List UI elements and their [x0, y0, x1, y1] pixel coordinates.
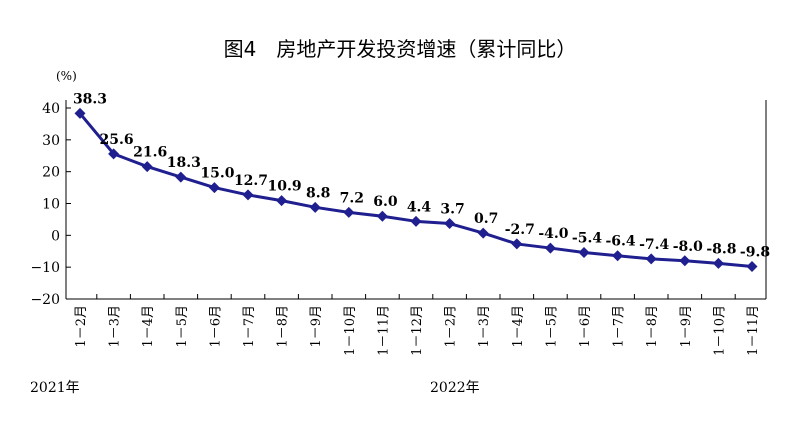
data-point: [511, 238, 523, 250]
data-label: 18.3: [167, 155, 201, 171]
x-tick-label: 1－10月: [712, 305, 727, 356]
x-tick-label: 1－6月: [208, 305, 223, 348]
data-point: [108, 148, 120, 160]
x-tick-label: 1－4月: [141, 305, 156, 348]
year-label-2022: 2022年: [430, 380, 480, 396]
data-point: [242, 189, 254, 201]
y-axis-unit: (%): [56, 69, 77, 83]
data-label: 15.0: [200, 166, 234, 182]
data-point: [544, 242, 556, 254]
data-label: 21.6: [133, 145, 167, 161]
x-tick-label: 1－8月: [645, 305, 660, 348]
data-label: -2.7: [505, 222, 535, 238]
x-tick-label: 1－3月: [477, 305, 492, 348]
year-label-2021: 2021年: [30, 380, 80, 396]
x-tick-label: 1－7月: [242, 305, 257, 348]
data-point: [410, 215, 422, 227]
data-label: -8.8: [706, 241, 736, 257]
y-tick-label: 30: [42, 133, 60, 149]
x-tick-label: 1－11月: [746, 305, 761, 356]
x-tick-label: 1－10月: [343, 305, 358, 356]
series-line: [74, 107, 758, 273]
y-tick-label: 20: [42, 165, 60, 181]
data-label: -4.0: [538, 226, 568, 242]
x-tick-label: 1－9月: [309, 305, 324, 348]
data-label: 4.4: [407, 199, 432, 215]
data-label: 10.9: [268, 179, 302, 195]
data-label: 25.6: [100, 132, 134, 148]
data-label: 38.3: [73, 91, 107, 107]
x-tick-label: 1－7月: [612, 305, 627, 348]
data-label: -9.8: [740, 245, 770, 261]
data-point: [376, 210, 388, 222]
x-tick-label: 1－11月: [376, 305, 391, 356]
data-point: [679, 255, 691, 267]
x-tick-label: 1－3月: [108, 305, 123, 348]
x-tick-label: 1－2月: [74, 305, 89, 348]
x-tick-label: 1－4月: [511, 305, 526, 348]
data-label: 12.7: [234, 173, 268, 189]
data-label: 0.7: [474, 211, 498, 227]
x-tick-label: 1－5月: [175, 305, 190, 348]
data-point: [208, 182, 220, 194]
data-label: -6.4: [606, 234, 636, 250]
x-tick-label: 1－9月: [679, 305, 694, 348]
data-point: [712, 257, 724, 269]
data-point: [645, 253, 657, 265]
data-point: [276, 195, 288, 207]
axes: 40 30 20 10 0 −10 −20 1－2月 1－3月 1－4月 1－5月 1－6月 1－7月 1…: [30, 100, 767, 396]
data-label: -8.0: [673, 239, 703, 255]
data-point: [612, 250, 624, 262]
data-point: [444, 218, 456, 230]
data-point: [578, 247, 590, 259]
y-tick-label: 40: [42, 101, 60, 117]
data-label: 6.0: [373, 194, 398, 210]
x-tick-label: 1－2月: [444, 305, 459, 348]
x-tick-label: 1－6月: [578, 305, 593, 348]
data-label: 8.8: [306, 185, 330, 201]
y-tick-label: −10: [30, 260, 60, 276]
data-point: [175, 171, 187, 183]
data-point: [746, 261, 758, 273]
data-label: 3.7: [440, 202, 464, 218]
data-point: [309, 201, 321, 213]
x-tick-label: 1－5月: [544, 305, 559, 348]
x-tick-label: 1－8月: [276, 305, 291, 348]
data-label: 7.2: [340, 190, 364, 206]
chart-title: 图4 房地产开发投资增速（累计同比）: [224, 37, 577, 61]
y-tick-label: 0: [51, 228, 60, 244]
y-tick-label: −20: [30, 292, 60, 308]
data-point: [477, 227, 489, 239]
data-point: [74, 107, 86, 119]
x-tick-label: 1－12月: [410, 305, 425, 356]
data-label: -7.4: [639, 237, 669, 253]
data-label: -5.4: [572, 231, 602, 247]
data-point: [343, 206, 355, 218]
data-labels: 38.3 25.621.618.315.0 12.7 10.9 8.8 7.2 6.0 4.4…: [73, 91, 770, 260]
y-tick-label: 10: [42, 197, 60, 213]
data-point: [141, 161, 153, 173]
